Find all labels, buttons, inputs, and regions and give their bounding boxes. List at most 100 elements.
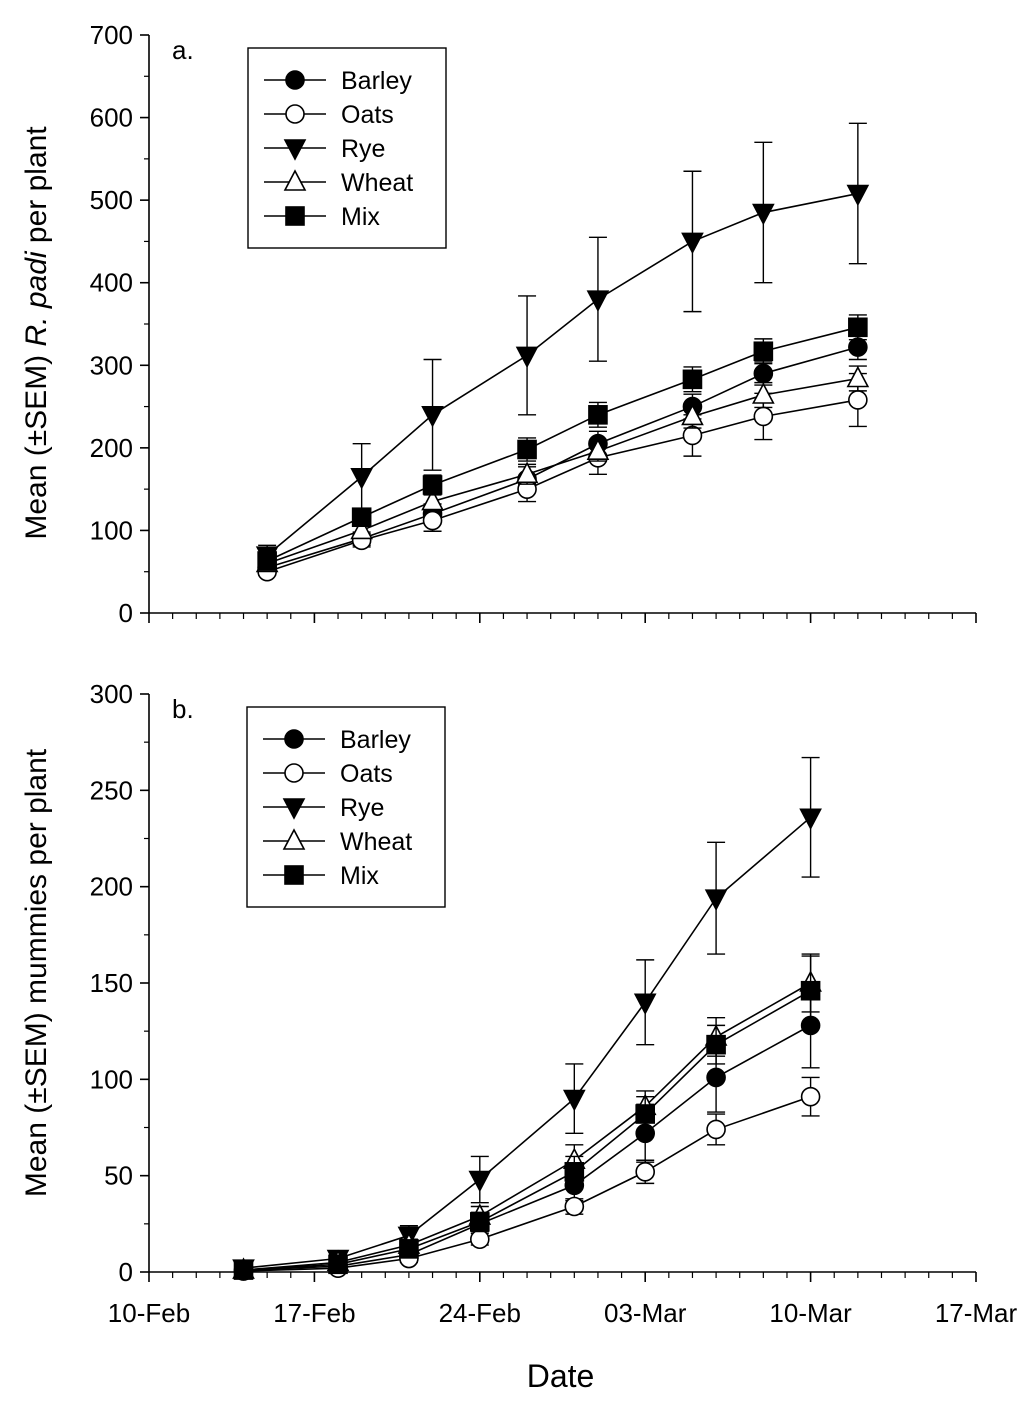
- data-point: [350, 467, 373, 490]
- data-point: [564, 1162, 585, 1182]
- x-tick-label: 24-Feb: [439, 1298, 521, 1328]
- data-point: [586, 290, 610, 312]
- data-point: [706, 1034, 726, 1055]
- data-point: [800, 1086, 821, 1107]
- series-mix: [257, 314, 868, 571]
- data-point: [682, 425, 703, 446]
- y-tick-label: 200: [90, 872, 133, 902]
- x-tick-label: 10-Mar: [769, 1298, 852, 1328]
- series-line: [266, 399, 858, 573]
- legend-marker: [285, 206, 305, 226]
- data-point: [799, 808, 822, 831]
- y-axis-title: Mean (±SEM) R. padi per plant: [20, 126, 53, 540]
- y-axis-title-italic: R. padi: [20, 250, 53, 346]
- data-point: [421, 406, 444, 428]
- legend-label: Oats: [341, 101, 394, 129]
- legend-marker: [284, 763, 304, 783]
- data-point: [586, 438, 610, 460]
- y-tick-label: 100: [90, 515, 133, 545]
- data-point: [515, 461, 539, 484]
- panel-a-chart: 0 100 200 300 400 500 600 700 Mean (±SEM) R. pad…: [20, 20, 977, 628]
- legend-label: Barley: [340, 726, 411, 754]
- x-tick-label: 17-Mar: [935, 1298, 1018, 1328]
- data-point: [753, 363, 774, 384]
- series-oats: [257, 372, 868, 582]
- data-point: [846, 365, 870, 388]
- data-point: [752, 382, 775, 404]
- series-rye: [255, 122, 870, 568]
- legend-label: Wheat: [340, 828, 412, 856]
- y-tick-label: 0: [119, 1257, 133, 1287]
- legend: Barley Oats Rye Wheat Mix: [247, 47, 447, 249]
- legend-label: Oats: [340, 760, 393, 788]
- series-line: [266, 346, 859, 569]
- legend-marker: [282, 828, 306, 850]
- y-tick-label: 200: [90, 433, 133, 463]
- legend-marker: [282, 798, 306, 820]
- y-tick-label: 300: [90, 679, 133, 709]
- y-tick-label: 150: [90, 968, 133, 998]
- data-point: [517, 439, 537, 460]
- data-point: [848, 337, 868, 357]
- data-point: [422, 475, 443, 495]
- y-tick-label: 500: [90, 185, 133, 215]
- data-point: [257, 551, 277, 571]
- series-line: [266, 192, 859, 556]
- data-point: [800, 980, 821, 1001]
- panel-b-chart: 0 50 100 150 200 250 300 10-Feb 17-Feb 24-Feb 03-M…: [20, 679, 1018, 1394]
- legend-marker: [284, 865, 304, 885]
- data-point: [706, 1119, 726, 1140]
- data-point: [588, 405, 608, 425]
- data-point: [422, 510, 443, 531]
- series-mix: [233, 955, 821, 1280]
- series-line: [243, 816, 812, 1269]
- legend-marker: [283, 139, 307, 161]
- series-line: [243, 990, 811, 1271]
- x-axis-title: Date: [527, 1358, 595, 1394]
- data-point: [351, 507, 372, 528]
- series-wheat: [255, 365, 870, 573]
- y-axis-title: Mean (±SEM) mummies per plant: [20, 748, 53, 1197]
- series-line: [266, 326, 859, 562]
- series-line: [243, 1095, 811, 1272]
- y-axis-title-part: Mean (±SEM) mummies per plant: [20, 748, 53, 1197]
- series-wheat: [232, 953, 822, 1279]
- data-point: [682, 369, 703, 390]
- data-point: [421, 488, 444, 511]
- data-point: [753, 341, 774, 362]
- series-oats: [233, 1076, 821, 1281]
- data-point: [753, 406, 774, 427]
- data-point: [848, 317, 868, 338]
- y-axis-title-part: Mean (±SEM): [20, 346, 53, 539]
- x-tick-label: 17-Feb: [273, 1298, 355, 1328]
- legend-marker: [285, 70, 305, 90]
- x-tick-label: 03-Mar: [604, 1298, 687, 1328]
- series-line: [243, 1024, 811, 1271]
- data-point: [350, 517, 373, 540]
- legend-label: Mix: [340, 862, 379, 890]
- data-point: [328, 1254, 348, 1275]
- y-tick-label: 100: [90, 1064, 133, 1094]
- y-tick-label: 0: [119, 598, 133, 628]
- legend-marker: [285, 104, 305, 124]
- data-point: [233, 1260, 254, 1280]
- legend-marker: [284, 729, 304, 749]
- data-point: [399, 1239, 419, 1259]
- x-tick-label: 10-Feb: [108, 1298, 190, 1328]
- data-point: [469, 1212, 490, 1232]
- data-point: [635, 1162, 656, 1182]
- legend-label: Mix: [341, 203, 380, 231]
- legend-label: Barley: [341, 67, 412, 95]
- data-point: [706, 1067, 726, 1088]
- data-point: [515, 346, 539, 369]
- data-point: [564, 1196, 585, 1217]
- legend-label: Wheat: [341, 169, 413, 197]
- data-point: [468, 1170, 492, 1193]
- y-tick-label: 700: [90, 20, 133, 50]
- data-point: [681, 403, 704, 426]
- data-point: [635, 1104, 656, 1124]
- data-point: [681, 232, 704, 255]
- data-point: [704, 889, 728, 911]
- legend-marker: [283, 169, 307, 191]
